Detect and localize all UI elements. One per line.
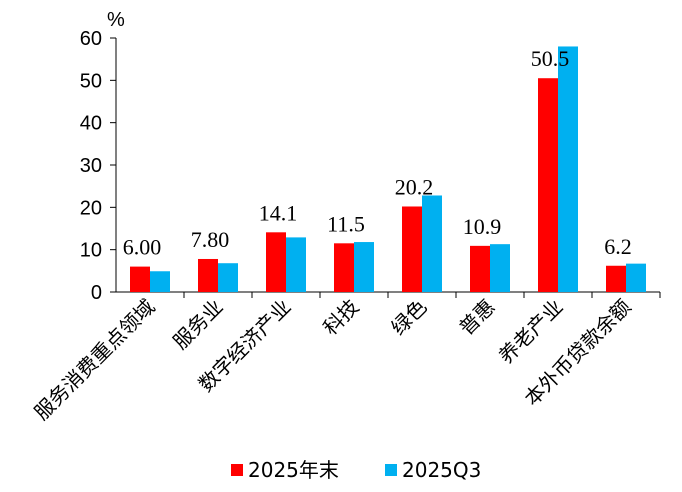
bar-series-2 bbox=[150, 271, 170, 292]
bar-series-2 bbox=[422, 195, 442, 292]
x-tick-label: 绿色 bbox=[386, 295, 431, 340]
data-label: 6.00 bbox=[123, 235, 162, 260]
data-label: 6.2 bbox=[604, 234, 632, 259]
x-axis bbox=[116, 291, 661, 298]
y-tick-label: 50 bbox=[80, 70, 102, 92]
bar-series-1 bbox=[266, 232, 286, 292]
y-tick-label: 0 bbox=[91, 282, 102, 304]
x-tick-label: 服务消费重点领域 bbox=[29, 295, 159, 425]
data-label: 20.2 bbox=[395, 174, 434, 199]
y-tick-label: 40 bbox=[80, 113, 102, 135]
bar-series-2 bbox=[558, 46, 578, 292]
bar-series-2 bbox=[218, 263, 238, 292]
bar-series-2 bbox=[626, 263, 646, 292]
y-tick-label: 30 bbox=[80, 155, 102, 177]
y-axis: 0 10 20 30 40 50 60 bbox=[80, 28, 117, 304]
y-tick-label: 60 bbox=[80, 28, 102, 50]
y-tick-label: 20 bbox=[80, 197, 102, 219]
bars bbox=[130, 46, 646, 292]
x-tick-label: 科技 bbox=[318, 295, 363, 340]
legend-swatch bbox=[385, 464, 397, 476]
data-label: 10.9 bbox=[463, 214, 502, 239]
x-tick-label: 服务业 bbox=[168, 295, 227, 354]
data-labels: 6.00 7.80 14.1 11.5 20.2 10.9 50.5 6.2 bbox=[123, 46, 632, 259]
y-axis-unit-label: % bbox=[107, 9, 125, 31]
bar-series-1 bbox=[470, 245, 490, 292]
bar-series-1 bbox=[198, 258, 218, 292]
bar-series-2 bbox=[286, 237, 306, 292]
data-label: 50.5 bbox=[531, 46, 570, 71]
data-label: 11.5 bbox=[327, 211, 365, 236]
legend: 2025年末 2025Q3 bbox=[231, 458, 481, 482]
data-label: 14.1 bbox=[259, 200, 298, 225]
legend-swatch bbox=[231, 464, 243, 476]
bar-series-2 bbox=[490, 244, 510, 292]
legend-label: 2025年末 bbox=[248, 458, 339, 482]
bar-series-1 bbox=[538, 78, 558, 292]
bar-series-1 bbox=[130, 266, 150, 292]
bar-series-1 bbox=[402, 206, 422, 292]
bar-series-1 bbox=[334, 243, 354, 292]
y-tick-label: 10 bbox=[80, 240, 102, 262]
legend-label: 2025Q3 bbox=[402, 458, 481, 482]
bar-series-2 bbox=[354, 242, 374, 292]
x-tick-label: 普惠 bbox=[454, 295, 499, 340]
data-label: 7.80 bbox=[191, 227, 230, 252]
bar-series-1 bbox=[606, 265, 626, 292]
